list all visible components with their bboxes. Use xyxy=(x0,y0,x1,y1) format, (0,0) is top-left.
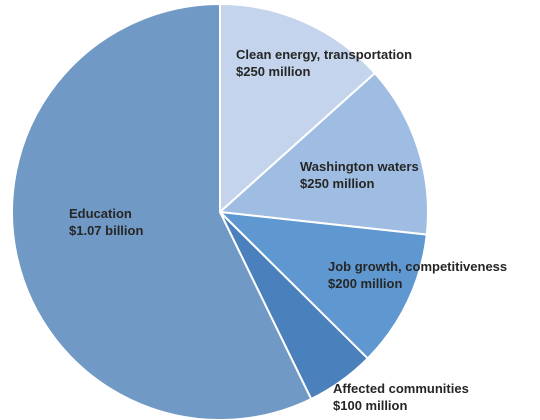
slice-label-clean-energy-name: Clean energy, transportation xyxy=(236,47,413,62)
pie-slice-education xyxy=(11,2,313,420)
slice-label-education-name: Education xyxy=(69,206,132,221)
pie-slice-washington-waters xyxy=(217,71,429,236)
slice-label-washington-waters-name: Washington waters xyxy=(300,159,419,174)
slice-label-affected-communities-value: $100 million xyxy=(333,398,408,413)
slice-label-education-value: $1.07 billion xyxy=(69,223,144,238)
slice-label-affected-communities-name: Affected communities xyxy=(333,381,469,396)
slice-label-clean-energy-value: $250 million xyxy=(236,64,311,79)
slice-label-washington-waters-value: $250 million xyxy=(300,176,375,191)
slice-label-job-growth-value: $200 million xyxy=(328,276,403,291)
slice-label-education: Education $1.07 billion xyxy=(69,205,143,239)
pie-slice-job-growth xyxy=(217,210,428,360)
slice-label-clean-energy: Clean energy, transportation $250 millio… xyxy=(236,46,412,80)
slice-label-washington-waters: Washington waters $250 million xyxy=(300,158,419,192)
pie-slice-clean-energy xyxy=(219,2,377,215)
slice-label-job-growth: Job growth, competitiveness $200 million xyxy=(328,258,507,292)
slice-label-affected-communities: Affected communities $100 million xyxy=(333,380,469,414)
slice-label-job-growth-name: Job growth, competitiveness xyxy=(328,259,508,274)
